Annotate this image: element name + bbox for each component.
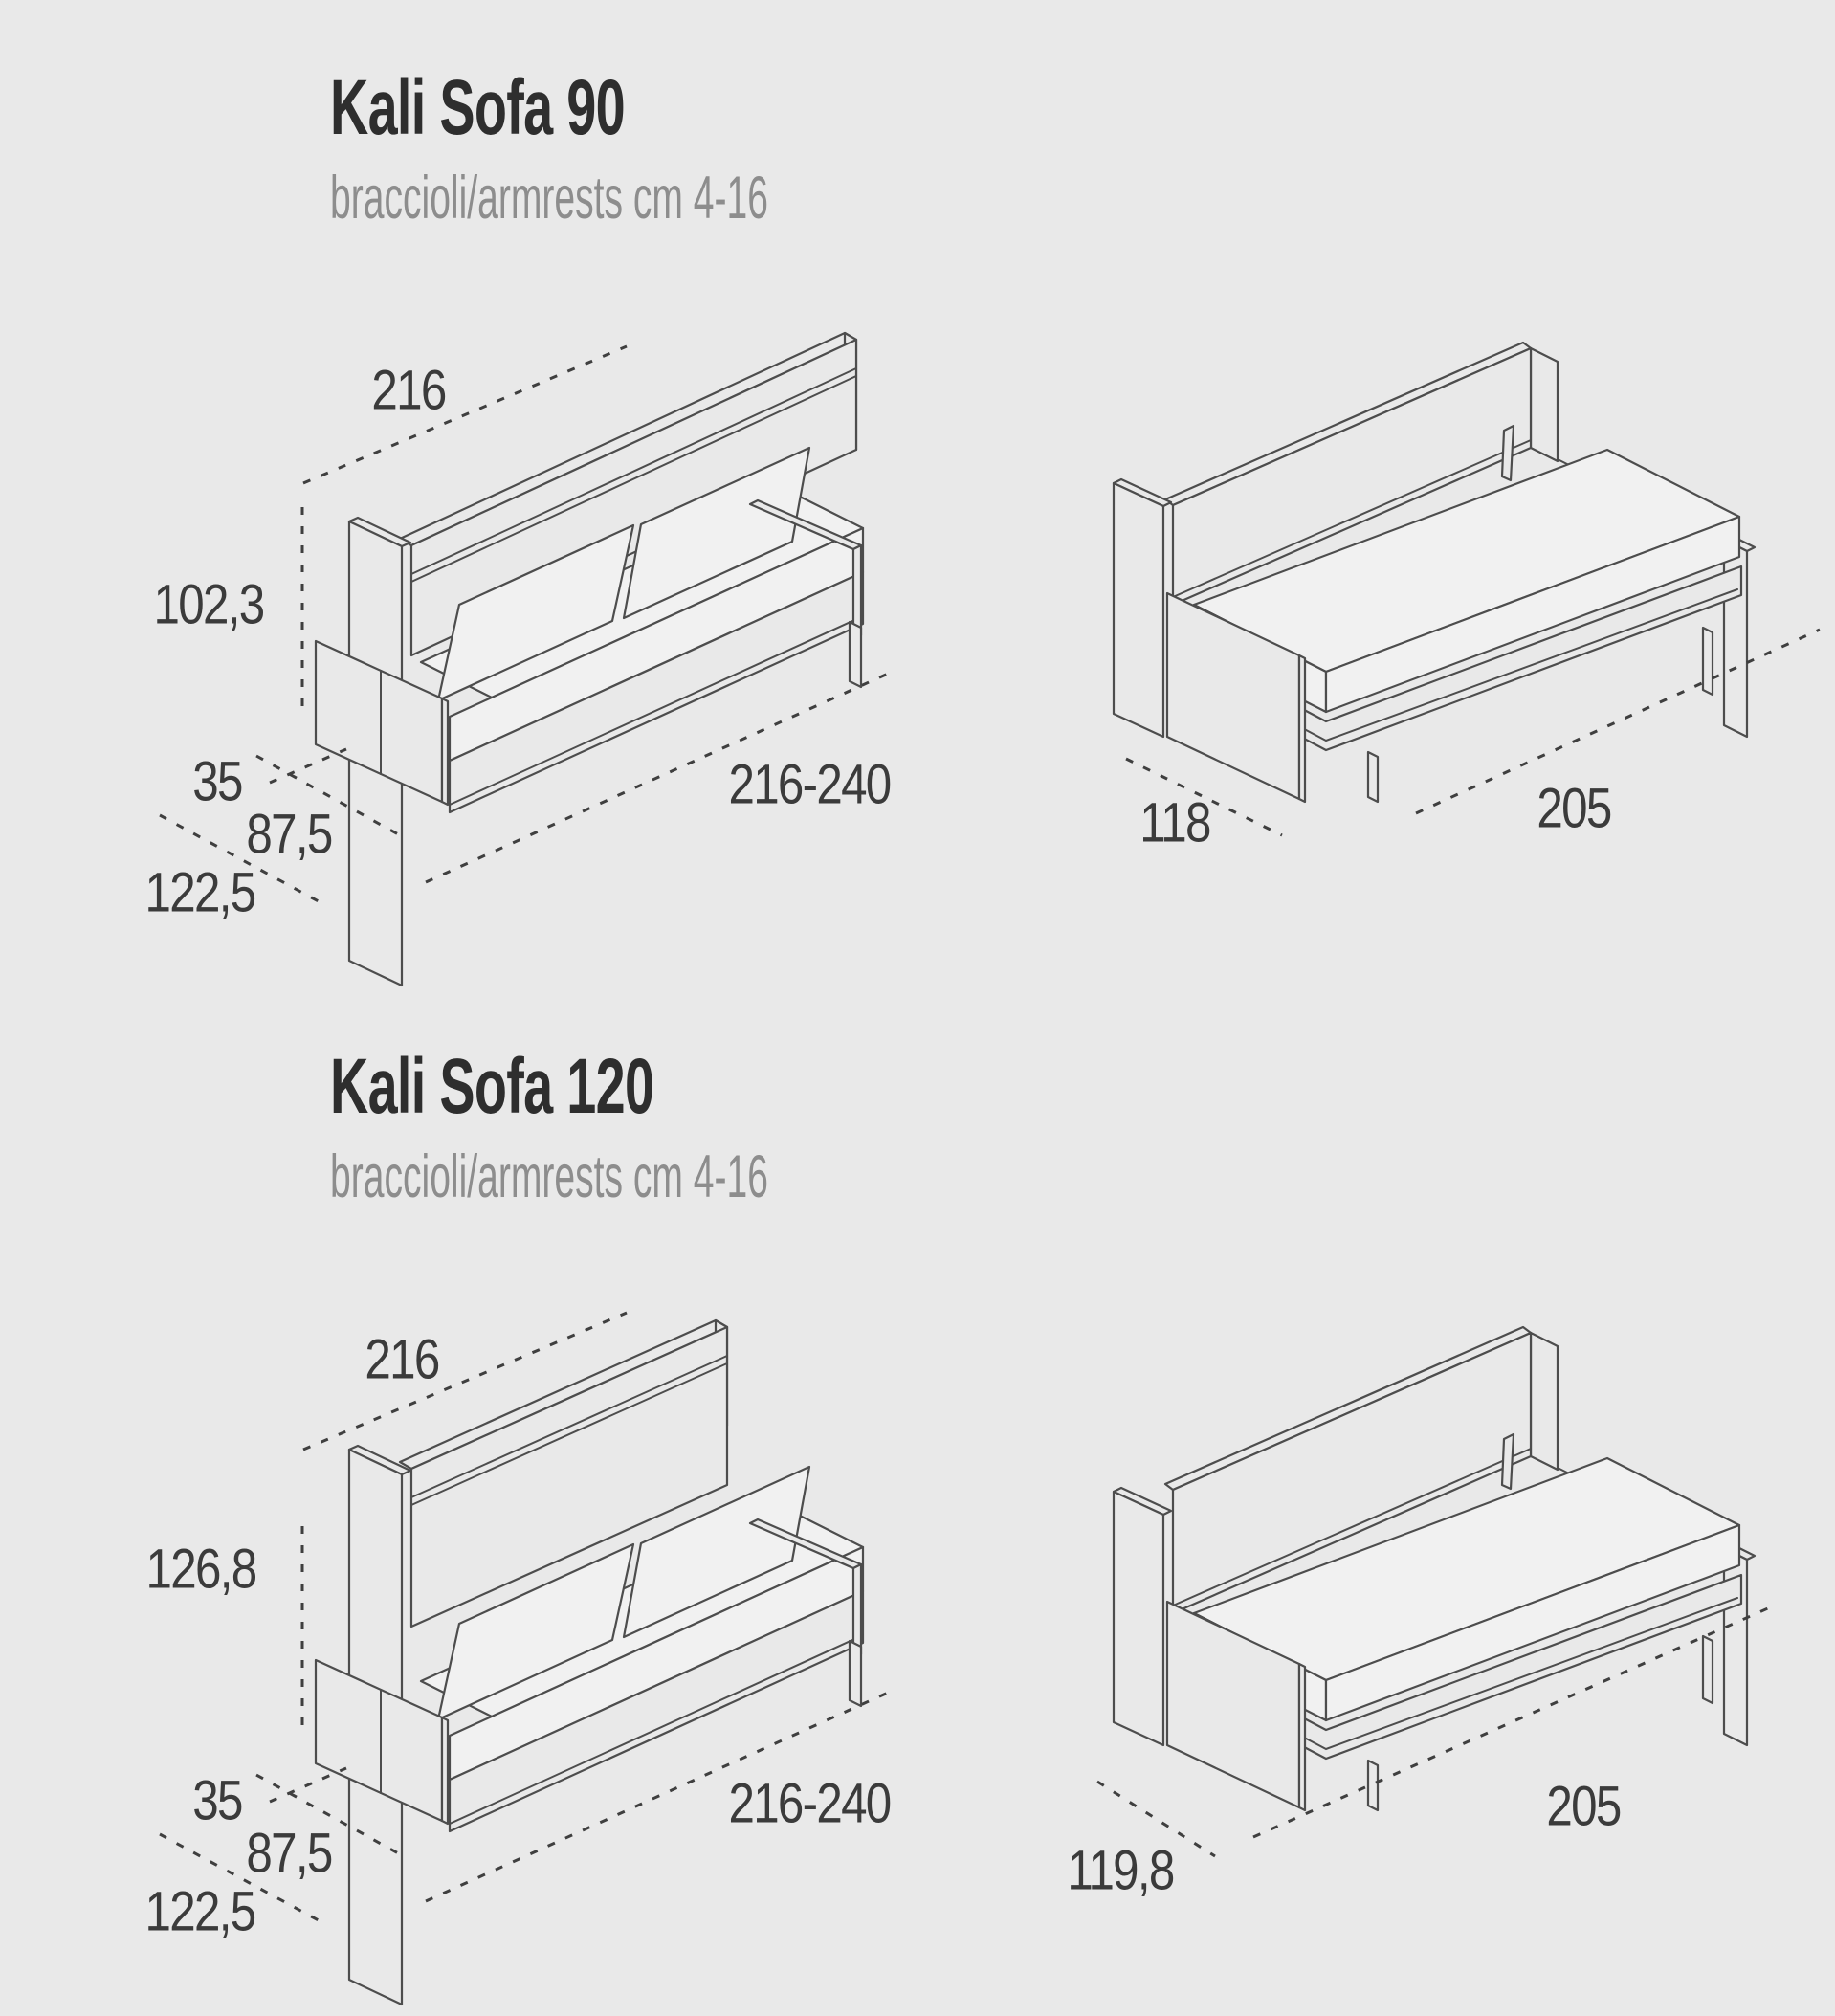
fold-down-front-panel xyxy=(1165,591,1307,804)
bed-leg xyxy=(1366,1759,1380,1812)
bed-leg xyxy=(1366,750,1380,804)
dimension-lines xyxy=(1125,628,1821,837)
dim-label-front-width: 216-240 xyxy=(728,753,892,816)
dimension-lines xyxy=(1096,1606,1771,1858)
dimension-lines xyxy=(159,1311,897,1927)
page-title: Kali Sofa 90 xyxy=(330,64,626,151)
dim-label-overall-depth: 118 xyxy=(1139,791,1211,854)
dim-label-height: 102,3 xyxy=(153,573,266,636)
right-armrest xyxy=(748,498,863,689)
fold-down-front-panel xyxy=(314,639,450,807)
dim-label-open-depth: 122,5 xyxy=(144,861,257,924)
dim-label-top-width: 216 xyxy=(365,1328,440,1391)
seat-cushion-front xyxy=(448,526,865,814)
dim-label-front-width: 216-240 xyxy=(728,1772,892,1835)
sofa-closed-line-art xyxy=(159,1311,897,2006)
fold-down-front-panel xyxy=(1165,1600,1307,1812)
dim-label-cabinet-depth: 35 xyxy=(192,1769,243,1832)
dim-label-cabinet-depth: 35 xyxy=(192,750,243,813)
page-title: Kali Sofa 120 xyxy=(330,1043,654,1130)
dim-label-seat-depth: 87,5 xyxy=(246,803,333,866)
right-armrest xyxy=(748,1518,863,1708)
dim-label-open-depth: 122,5 xyxy=(144,1880,257,1943)
fold-down-front-panel xyxy=(314,1658,450,1826)
hinge-bracket-icon xyxy=(1500,424,1515,482)
dim-label-top-width: 216 xyxy=(371,359,447,422)
wall-cabinet xyxy=(398,1318,729,1628)
dim-label-bed-length: 205 xyxy=(1546,1775,1622,1838)
drawing-sofa-120-closed: 216 126,8 35 87,5 122,5 216-240 xyxy=(134,1282,918,2016)
drawing-bed-120-open: 119,8 205 xyxy=(1033,1282,1835,2016)
left-side-panel xyxy=(1112,1486,1173,1747)
drawing-sofa-90-closed: 216 102,3 35 87,5 122,5 216-240 xyxy=(134,316,918,987)
back-cushions xyxy=(436,1465,811,1721)
section-subtitle: braccioli/armrests cm 4-16 xyxy=(330,165,768,232)
dimension-lines xyxy=(159,344,897,908)
dim-label-overall-depth: 119,8 xyxy=(1067,1839,1175,1902)
drawing-bed-90-open: 118 205 xyxy=(1033,316,1835,966)
section-header-kali-sofa-120: Kali Sofa 120 braccioli/armrests cm 4-16 xyxy=(330,1048,1037,1207)
section-header-kali-sofa-90: Kali Sofa 90 braccioli/armrests cm 4-16 xyxy=(330,69,1037,229)
bed-leg xyxy=(1701,1634,1714,1705)
bed-open-line-art xyxy=(1112,341,1821,837)
dim-label-bed-length: 205 xyxy=(1537,777,1612,840)
sofa-closed-line-art xyxy=(159,331,897,987)
section-subtitle: braccioli/armrests cm 4-16 xyxy=(330,1143,768,1210)
hinge-bracket-icon xyxy=(1500,1432,1515,1491)
dim-label-seat-depth: 87,5 xyxy=(246,1822,333,1885)
back-cushions xyxy=(436,446,811,702)
right-side-panel xyxy=(1722,1542,1757,1747)
bed-leg xyxy=(1701,626,1714,697)
dim-label-height: 126,8 xyxy=(145,1538,258,1601)
right-side-panel xyxy=(1722,534,1757,739)
seat-cushion-front xyxy=(448,1545,865,1833)
wall-cabinet-open xyxy=(1163,1325,1725,1615)
left-side-panel xyxy=(1112,477,1173,739)
bed-open-line-art xyxy=(1096,1325,1771,1858)
